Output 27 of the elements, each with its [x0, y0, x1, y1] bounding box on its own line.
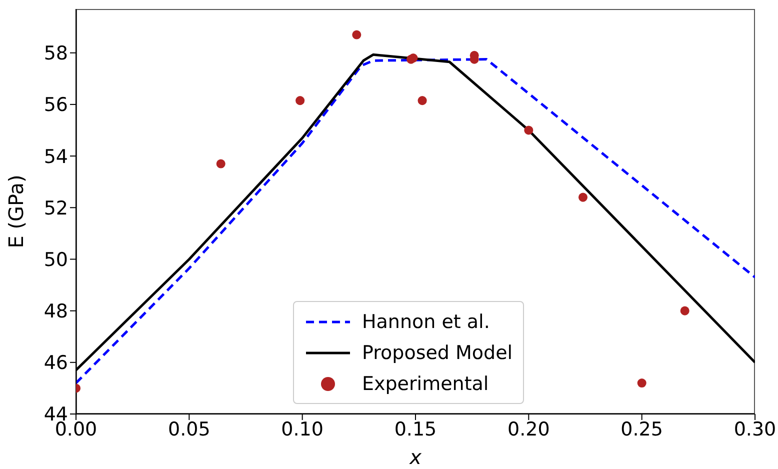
point: [637, 378, 646, 388]
point: [408, 54, 418, 63]
y-axis-title: E (GPa): [4, 174, 28, 248]
point: [524, 126, 534, 135]
legend-label: Proposed Model: [362, 342, 513, 364]
x-axis-title: x: [408, 445, 422, 469]
x-tick-label: 0.10: [281, 418, 324, 440]
y-tick-label: 56: [44, 94, 68, 116]
point: [296, 96, 305, 106]
point: [352, 30, 362, 40]
y-tick-label: 58: [44, 42, 68, 65]
x-tick-label: 0.15: [394, 418, 437, 440]
y-tick-label: 54: [44, 146, 68, 168]
y-tick-label: 48: [44, 300, 68, 323]
legend-label: Hannon et al.: [362, 310, 490, 332]
point: [680, 306, 690, 316]
x-tick-label: 0.20: [508, 418, 550, 440]
y-tick-label: 52: [44, 197, 68, 220]
x-tick-label: 0.30: [734, 418, 776, 440]
y-tick-label: 46: [44, 352, 68, 374]
point: [216, 159, 226, 168]
legend-label: Experimental: [362, 372, 489, 394]
x-tick-label: 0.25: [620, 418, 663, 440]
point: [418, 96, 427, 106]
point: [578, 192, 588, 202]
y-tick-label: 50: [44, 248, 68, 271]
x-tick-label: 0.05: [168, 418, 210, 440]
